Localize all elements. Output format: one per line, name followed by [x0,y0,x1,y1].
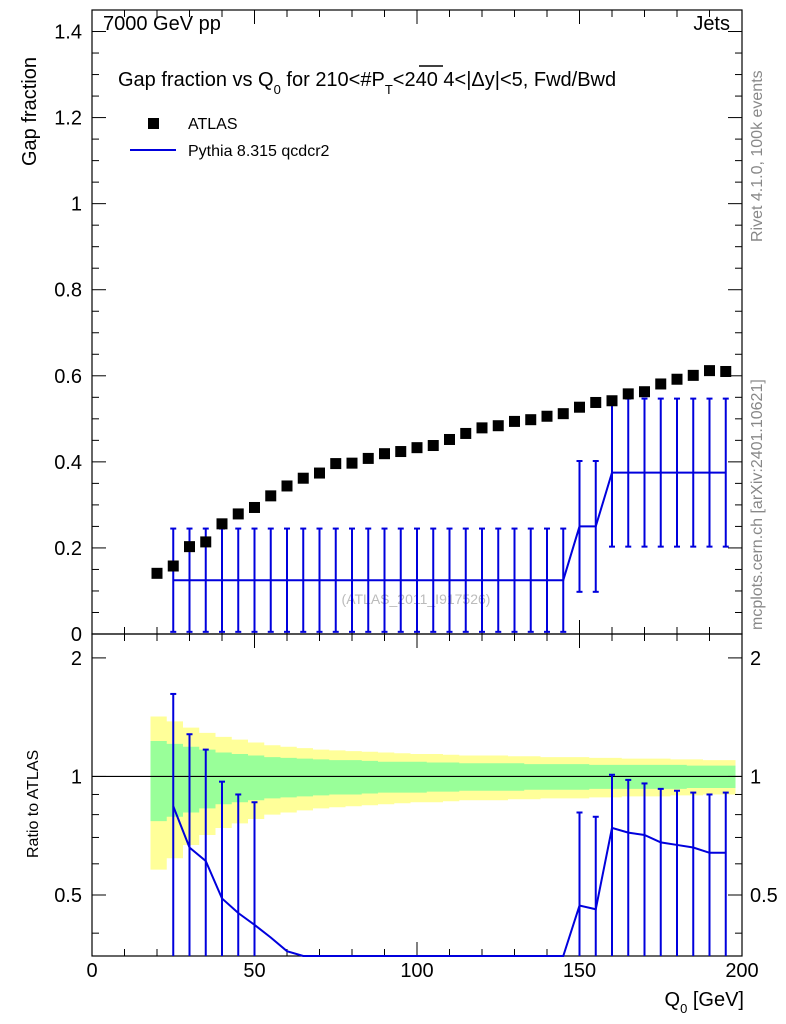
atlas-point [395,446,407,458]
atlas-point [249,501,260,513]
atlas-point [330,458,342,470]
x-tick-label: 200 [725,960,758,982]
x-tick-label: 100 [400,960,433,982]
atlas-point [265,490,277,502]
atlas-point [509,415,520,427]
atlas-point [541,410,553,422]
atlas-point [557,408,569,420]
atlas-point [184,541,195,553]
atlas-point [297,472,309,484]
atlas-point [606,395,618,407]
x-axis-q: Q [665,989,681,1011]
atlas-point [720,365,732,377]
ratio-axis-label: Ratio to ATLAS [25,750,42,858]
x-tick-label: 0 [86,960,97,982]
ratio-band-inner [150,741,736,822]
ratio-tick-label: 0.5 [54,885,82,907]
y-tick-label: 0.6 [54,366,82,388]
x-axis-sub: 0 [680,1001,687,1016]
y-tick-label: 0 [71,624,82,646]
atlas-point [655,378,667,390]
legend-atlas-label: ATLAS [188,116,238,133]
atlas-point [687,369,699,381]
x-tick-label: 50 [243,960,265,982]
title-sub-0: 0 [274,82,281,97]
atlas-point [444,433,455,445]
atlas-point [346,457,358,469]
title-part-c: <240 4<|Δy|<5, Fwd/Bwd [393,69,616,91]
y-tick-label: 1 [71,194,82,216]
atlas-point [460,427,472,439]
x-axis-unit: [GeV] [687,989,744,1011]
legend-atlas-marker [148,118,159,129]
atlas-point [314,467,325,479]
atlas-point [362,452,374,464]
chart-title: Gap fraction vs Q0 for 210<#PT<240 4<|Δy… [118,69,616,97]
ratio-tick-label: 2 [71,648,82,670]
atlas-point [525,414,537,426]
ratio-band-outer [150,716,736,870]
y-tick-label: 0.2 [54,538,82,560]
title-sub-t: T [385,82,393,97]
rivet-label: Rivet 4.1.0, 100k events [749,70,766,242]
atlas-point [151,567,163,579]
atlas-point [200,536,212,548]
ratio-tick-label-right: 2 [750,648,761,670]
atlas-point [492,420,504,432]
atlas-point [427,440,439,452]
ratio-tick-label-right: 0.5 [750,885,778,907]
title-part-b: for 210<# [281,69,373,91]
y-axis-label: Gap fraction [19,57,41,166]
atlas-point [232,508,244,520]
header-energy: 7000 GeV pp [103,13,221,35]
atlas-point [167,560,179,572]
atlas-point [281,480,293,492]
title-p-over: P [371,69,384,91]
pythia-line [173,471,726,582]
x-axis-label: Q0 [GeV] [665,989,745,1016]
atlas-point [216,518,228,530]
atlas-point [411,442,423,454]
y-tick-label: 0.4 [54,452,82,474]
atlas-point [704,365,715,377]
legend-pythia-label: Pythia 8.315 qcdcr2 [188,143,330,160]
y-tick-label: 1.4 [54,22,82,44]
atlas-point [476,422,488,434]
ratio-tick-label: 1 [71,766,82,788]
title-part-a: Gap fraction vs Q [118,69,274,91]
ratio-pythia-line [172,805,726,957]
atlas-point [622,388,634,400]
y-tick-label: 1.2 [54,108,82,130]
x-tick-label: 150 [563,960,596,982]
y-tick-label: 0.8 [54,280,82,302]
header-process: Jets [693,13,730,35]
mcplots-label: mcplots.cern.ch [arXiv:2401.10621] [749,379,766,630]
ratio-tick-label-right: 1 [750,766,761,788]
atlas-point [590,396,602,408]
atlas-point [574,401,585,413]
atlas-point [379,448,390,460]
atlas-point [671,373,683,385]
chart-marks: 0 50 100 150 200 0 0.2 0.4 0.6 0.8 1 1.2 1.4 0.5 0.5 1 1… [54,9,778,982]
atlas-point [639,386,650,398]
